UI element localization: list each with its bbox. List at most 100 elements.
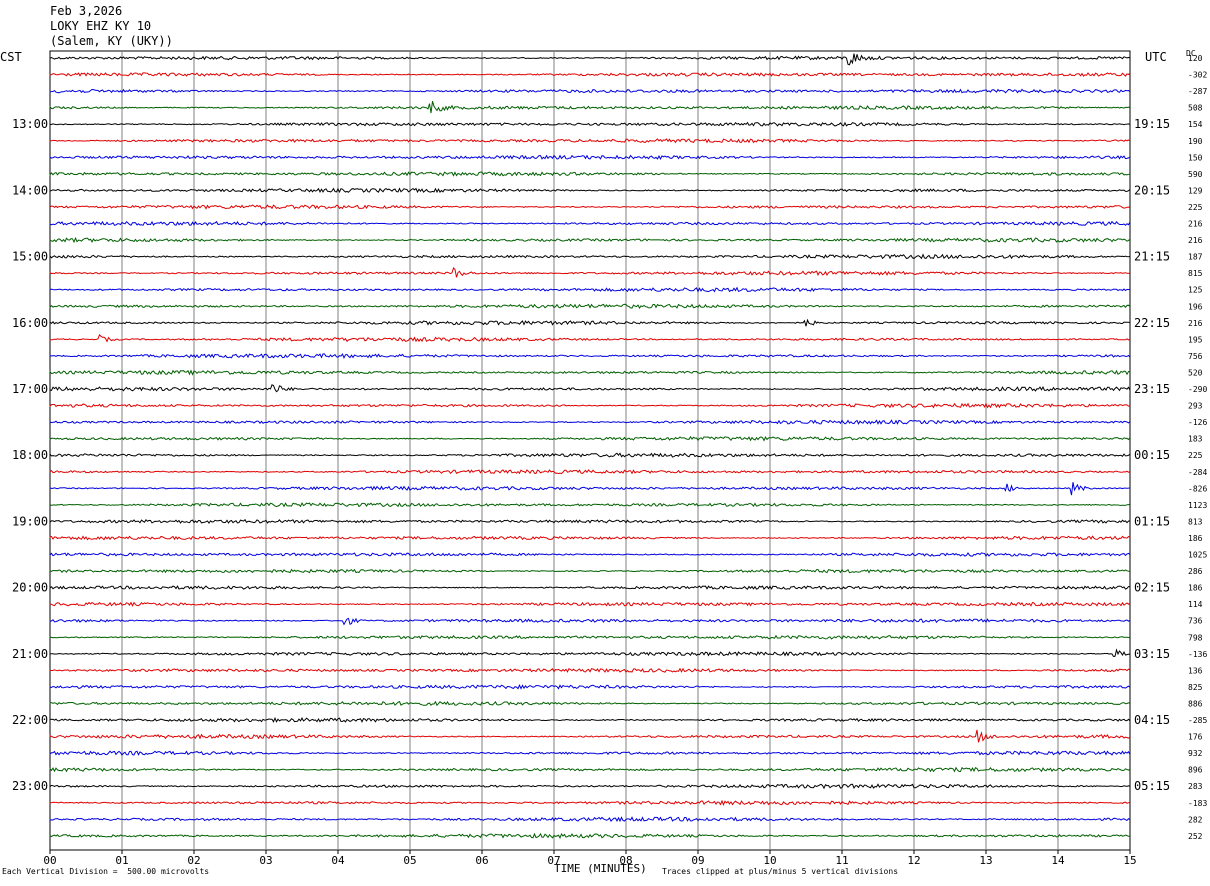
utc-hour-label: 23:15 [1134,382,1170,396]
footer-scale-note: Each Vertical Division = 500.00 microvol… [2,867,210,876]
dc-offset-label: 187 [1188,253,1203,262]
x-tick-label: 04 [331,854,345,867]
cst-hour-label: 23:00 [12,779,48,793]
dc-offset-label: 125 [1188,286,1203,295]
dc-offset-label: 195 [1188,335,1203,344]
seismic-trace [49,552,1131,558]
dc-offset-label: 798 [1188,633,1203,642]
x-tick-label: 12 [907,854,920,867]
dc-offset-label: -284 [1188,468,1207,477]
seismic-trace [49,88,1131,94]
seismic-trace [49,816,1131,823]
seismic-trace [49,648,1131,658]
dc-offset-label: 736 [1188,617,1203,626]
cst-hour-label: 15:00 [12,250,48,264]
seismic-trace [49,369,1131,376]
utc-hour-label: 01:15 [1134,514,1170,528]
x-tick-label: 02 [187,854,200,867]
x-tick-label: 01 [115,854,128,867]
dc-offset-label: 815 [1188,269,1203,278]
seismic-trace [49,253,1131,260]
seismic-trace [49,236,1131,244]
seismic-trace [49,568,1131,574]
cst-hour-label: 21:00 [12,647,48,661]
cst-hour-label: 17:00 [12,382,48,396]
dc-offset-label: 1123 [1188,501,1207,510]
cst-hour-label: 14:00 [12,183,48,197]
dc-offset-label: 216 [1188,319,1203,328]
dc-offset-label: 520 [1188,368,1203,377]
seismic-trace [49,799,1131,806]
seismic-trace [49,333,1131,343]
cst-hour-label: 13:00 [12,117,48,131]
utc-hour-label: 00:15 [1134,448,1170,462]
seismic-trace [49,667,1131,673]
plot-frame [49,50,1131,851]
dc-offset-label: 590 [1188,170,1203,179]
seismic-trace [49,634,1131,640]
x-tick-label: 00 [43,854,56,867]
seismic-trace [49,452,1131,458]
seismic-trace [49,783,1131,790]
dc-offset-label: 825 [1188,683,1203,692]
utc-hour-label: 21:15 [1134,250,1170,264]
dc-offset-label: -287 [1188,87,1207,96]
dc-offset-label: 186 [1188,584,1203,593]
footer-clip-note: Traces clipped at plus/minus 5 vertical … [662,867,899,876]
seismic-trace [49,187,1131,194]
dc-offset-label: 114 [1188,600,1203,609]
dc-offset-label: 813 [1188,517,1203,526]
seismic-trace [49,469,1131,475]
seismic-trace [49,617,1131,626]
utc-hour-label: 05:15 [1134,779,1170,793]
dc-offset-label: 283 [1188,782,1203,791]
dc-offset-label: 252 [1188,832,1203,841]
dc-offset-label: 176 [1188,733,1203,742]
seismic-trace [49,585,1130,590]
seismic-trace [49,750,1131,756]
header-station: LOKY EHZ KY 10 [50,19,152,33]
dc-offset-label: 120 [1188,54,1203,63]
left-timezone-label: CST [0,50,22,64]
seismic-trace [49,729,1131,743]
seismic-trace [49,171,1131,177]
dc-offset-label: 186 [1188,534,1203,543]
seismic-trace [49,204,1131,210]
utc-hour-label: 22:15 [1134,316,1170,330]
seismic-trace [49,121,1131,127]
seismic-trace [49,502,1131,508]
seismic-trace [49,518,1131,524]
dc-offset-label: 286 [1188,567,1203,576]
utc-hour-label: 04:15 [1134,713,1170,727]
seismic-trace [49,220,1131,226]
seismic-trace [49,154,1131,160]
dc-offset-label: 150 [1188,153,1203,162]
x-tick-label: 15 [1123,854,1136,867]
seismic-trace [49,402,1131,409]
seismic-trace [49,101,1131,114]
x-tick-label: 14 [1051,854,1065,867]
cst-hour-label: 20:00 [12,581,48,595]
dc-offset-label: 154 [1188,120,1203,129]
dc-offset-label: 225 [1188,451,1203,460]
cst-hour-label: 19:00 [12,514,48,528]
dc-offset-label: 508 [1188,104,1203,113]
x-tick-label: 11 [835,854,848,867]
dc-offset-label: 225 [1188,203,1203,212]
dc-offset-label: 196 [1188,302,1203,311]
seismic-trace [49,138,1131,144]
x-tick-label: 07 [547,854,560,867]
dc-offset-label: -136 [1188,650,1207,659]
right-timezone-label: UTC [1145,50,1167,64]
seismic-trace [49,601,1131,607]
cst-hour-label: 16:00 [12,316,48,330]
utc-hour-label: 03:15 [1134,647,1170,661]
dc-offset-label: 136 [1188,666,1203,675]
dc-offset-label: 932 [1188,749,1203,758]
dc-offset-label: 896 [1188,766,1203,775]
dc-offset-header: DC [1186,49,1196,58]
dc-offset-label: -826 [1188,484,1207,493]
utc-hour-label: 20:15 [1134,183,1170,197]
header-location: (Salem, KY (UKY)) [50,34,173,48]
